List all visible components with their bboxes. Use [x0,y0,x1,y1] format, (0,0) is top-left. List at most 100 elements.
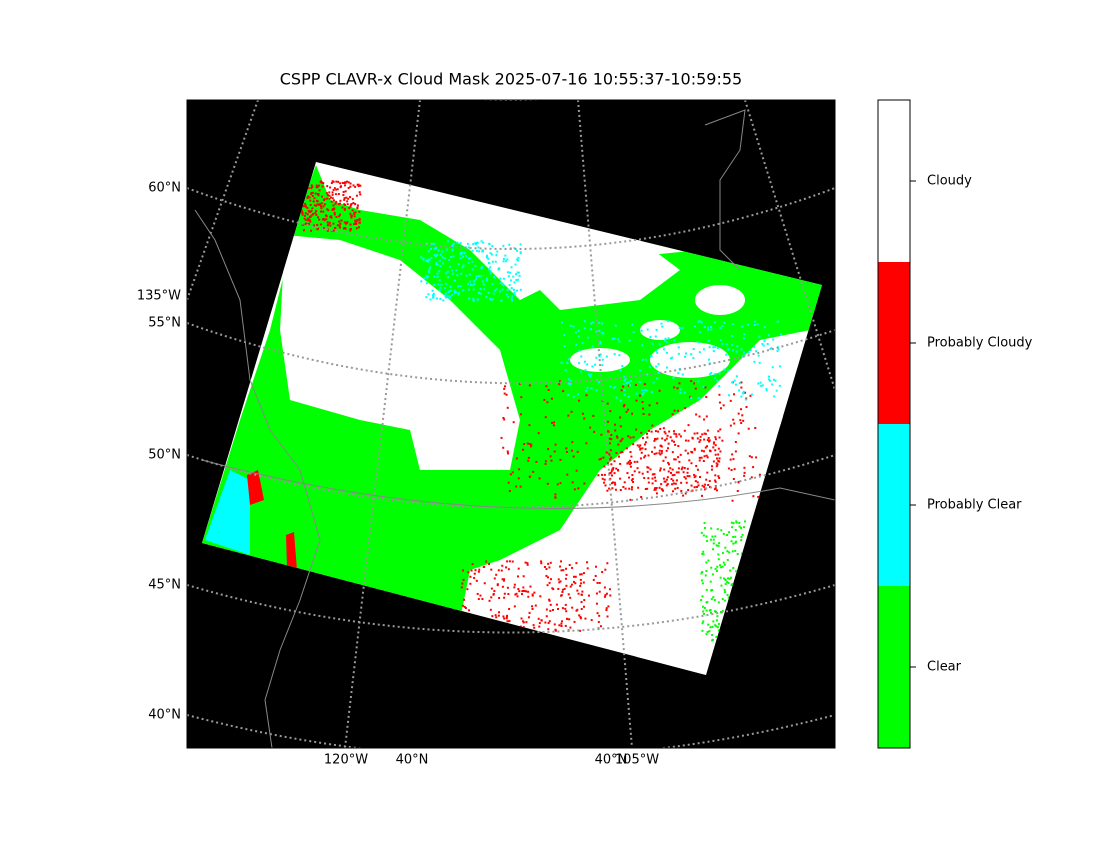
speckle [559,580,562,583]
swath-cloudy [280,235,520,470]
speckle [567,358,570,361]
speckle [488,243,491,246]
speckle [516,259,519,262]
speckle [668,430,671,433]
speckle [518,468,521,471]
speckle [455,269,458,272]
speckle [565,447,568,450]
speckle [609,594,612,597]
speckle [527,456,530,459]
speckle [326,221,329,224]
speckle [489,298,492,301]
speckle [687,439,690,442]
speckle [684,439,687,442]
speckle [497,614,500,617]
speckle [704,488,707,491]
speckle [655,328,658,331]
speckle [715,569,718,572]
speckle [544,460,547,463]
speckle [605,609,608,612]
speckle [349,223,352,226]
speckle [595,389,598,392]
coastline [194,209,321,749]
speckle [432,296,435,299]
speckle [618,354,621,357]
speckle [639,448,642,451]
speckle [606,562,609,565]
speckle [475,249,478,252]
speckle [344,203,347,206]
speckle [598,458,601,461]
speckle [722,404,725,407]
speckle [430,242,433,245]
speckle [686,475,689,478]
speckle [444,272,447,275]
speckle [580,607,583,610]
speckle [551,421,554,424]
speckle [317,216,320,219]
speckle [603,465,606,468]
speckle [598,614,601,617]
speckle [609,410,612,413]
speckle [673,339,676,342]
speckle [342,190,345,193]
speckle [495,254,498,257]
speckle [311,191,314,194]
speckle [671,451,674,454]
speckle [358,221,361,224]
speckle [599,625,602,628]
speckle [476,241,479,244]
speckle [705,454,708,457]
speckle [519,485,522,488]
speckle [605,607,608,610]
speckle [449,256,452,259]
speckle [309,203,312,206]
speckle [473,572,476,575]
speckle [623,379,626,382]
speckle [628,339,631,342]
speckle [516,271,519,274]
parallel [187,322,835,385]
parallel [187,714,835,748]
speckle [665,437,668,440]
speckle [717,629,720,632]
speckle [682,471,685,474]
speckle [347,186,350,189]
speckle [425,275,428,278]
speckle [509,279,512,282]
speckle [738,382,741,385]
speckle [729,458,732,461]
speckle [627,384,630,387]
speckle [642,391,645,394]
speckle [578,349,581,352]
speckle [696,437,699,440]
speckle [486,256,489,259]
speckle [612,467,615,470]
speckle [641,407,644,410]
speckle [577,329,580,332]
speckle [731,381,734,384]
speckle [704,483,707,486]
speckle [480,240,483,243]
speckle [671,356,674,359]
speckle [734,529,737,532]
speckle [718,372,721,375]
speckle [486,277,489,280]
speckle [434,255,437,258]
speckle [707,437,710,440]
speckle [349,205,352,208]
speckle [511,299,514,302]
speckle [475,277,478,280]
speckle [311,195,314,198]
speckle [639,369,642,372]
speckle [468,273,471,276]
speckle [476,592,479,595]
speckle [549,578,552,581]
speckle [349,229,352,232]
speckle [647,454,650,457]
speckle [505,566,508,569]
speckle [528,475,531,478]
speckle [538,625,541,628]
speckle [586,386,589,389]
speckle [561,607,564,610]
